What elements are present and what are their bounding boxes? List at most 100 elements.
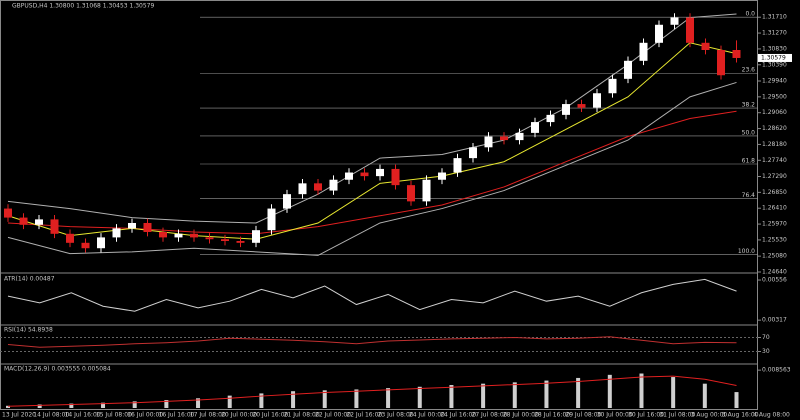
x-tick-label: 21 Jul 08:00	[284, 412, 320, 419]
x-tick-label: 24 Jul 00:00	[409, 412, 445, 419]
fib-label: 100.0	[738, 248, 755, 255]
histogram-bar	[734, 392, 739, 408]
candle-body	[717, 50, 725, 76]
y-tick-label: 1.28180	[762, 141, 787, 148]
atr-title: ATR(14) 0.00487	[4, 276, 55, 283]
x-tick-label: 20 Jul 00:00	[221, 412, 257, 419]
candle-body	[670, 17, 679, 25]
candle-body	[81, 242, 90, 249]
candle-body	[469, 147, 477, 159]
candle-body	[407, 185, 415, 202]
frame	[0, 0, 758, 410]
candle-body	[453, 158, 462, 173]
candle-body	[701, 42, 710, 51]
candle-body	[732, 50, 741, 58]
candle-body	[97, 237, 105, 249]
histogram-bar	[69, 403, 74, 408]
y-tick-label: 1.26410	[762, 205, 787, 212]
x-tick-label: 3 Aug 16:00	[722, 412, 759, 419]
candle-body	[221, 239, 229, 242]
candle-body	[159, 231, 167, 238]
x-tick-label: 23 Jul 08:00	[378, 412, 414, 419]
x-tick-label: 22 Jul 00:00	[315, 412, 351, 419]
fib-label: 50.0	[742, 129, 756, 136]
indicator-line	[7, 336, 737, 348]
candle-body	[252, 230, 260, 243]
candle-body	[562, 104, 570, 115]
y-tick-label: 1.31710	[762, 14, 787, 21]
y-tick-label: 1.26850	[762, 189, 787, 196]
candle-body	[314, 183, 322, 191]
x-tick-label: 31 Jul 08:00	[659, 412, 695, 419]
candle-body	[50, 219, 59, 234]
candle-body	[577, 104, 586, 108]
y-tick-label: 30	[762, 348, 770, 355]
candle-body	[112, 228, 121, 238]
macd-title: MACD(12,26,9) 0.003555 0.005084	[4, 366, 111, 373]
candle-body	[298, 183, 307, 195]
histogram-bar	[449, 385, 454, 408]
histogram-bar	[607, 374, 612, 408]
candle-body	[438, 172, 446, 180]
indicator-line	[7, 278, 737, 312]
candle-body	[531, 122, 539, 133]
x-tick-label: 20 Jul 16:00	[252, 412, 288, 419]
y-tick-label: 1.25970	[762, 221, 787, 228]
x-tick-label: 29 Jul 08:00	[565, 412, 601, 419]
candle-body	[639, 42, 648, 61]
y-tick-label: 1.28620	[762, 125, 787, 132]
x-tick-label: 27 Jul 08:00	[472, 412, 508, 419]
x-tick-label: 28 Jul 16:00	[534, 412, 570, 419]
candle-body	[608, 78, 617, 94]
candle-body	[593, 93, 601, 108]
y-tick-label: 1.24640	[762, 269, 787, 276]
histogram-bar	[702, 383, 707, 408]
x-tick-label: 16 Jul 16:00	[159, 412, 195, 419]
fib-label: 76.4	[742, 192, 756, 199]
y-tick-label: 0.00317	[762, 317, 787, 324]
candle-body	[267, 208, 276, 231]
candle-body	[422, 179, 431, 202]
candle-body	[391, 168, 400, 186]
histogram-bar	[227, 395, 232, 408]
y-tick-label: 1.30830	[762, 45, 787, 52]
candle-body	[686, 17, 694, 43]
y-tick-label: 1.29940	[762, 77, 787, 84]
candle-body	[376, 168, 384, 177]
candle-body	[236, 241, 245, 243]
candle-body	[360, 172, 369, 177]
candle-body	[143, 222, 152, 232]
signal-line	[7, 375, 737, 407]
histogram-bar	[37, 404, 42, 408]
price-tag	[758, 53, 792, 62]
x-tick-label: 4 Aug 08:00	[753, 412, 790, 419]
y-tick-label: 70	[762, 334, 770, 341]
y-tick-label: 1.25080	[762, 253, 787, 260]
x-tick-label: 22 Jul 16:00	[346, 412, 382, 419]
candle-body	[4, 208, 12, 218]
candle-body	[329, 179, 338, 191]
y-tick-label: 1.27290	[762, 173, 787, 180]
x-tick-label: 28 Jul 00:00	[503, 412, 539, 419]
candle-body	[624, 60, 632, 79]
y-tick-label: 1.29060	[762, 109, 787, 116]
histogram-bar	[639, 373, 644, 408]
price-tag-label: 1.30579	[761, 54, 786, 61]
histogram-bar	[259, 393, 264, 408]
histogram-bar	[291, 391, 296, 408]
x-tick-label: 15 Jul 08:00	[96, 412, 132, 419]
histogram-bar	[512, 382, 517, 408]
histogram-bar	[322, 390, 327, 408]
x-tick-label: 24 Jul 16:00	[440, 412, 476, 419]
y-tick-label: 1.30390	[762, 61, 787, 68]
histogram-bar	[576, 377, 581, 408]
candle-body	[128, 222, 136, 229]
candle-body	[66, 233, 74, 243]
rsi-title: RSI(14) 54.8938	[4, 327, 53, 334]
candle-body	[283, 194, 291, 209]
fib-label: 38.2	[742, 102, 756, 109]
histogram-bar	[481, 383, 486, 408]
candle-body	[19, 217, 28, 225]
candle-body	[174, 233, 183, 238]
